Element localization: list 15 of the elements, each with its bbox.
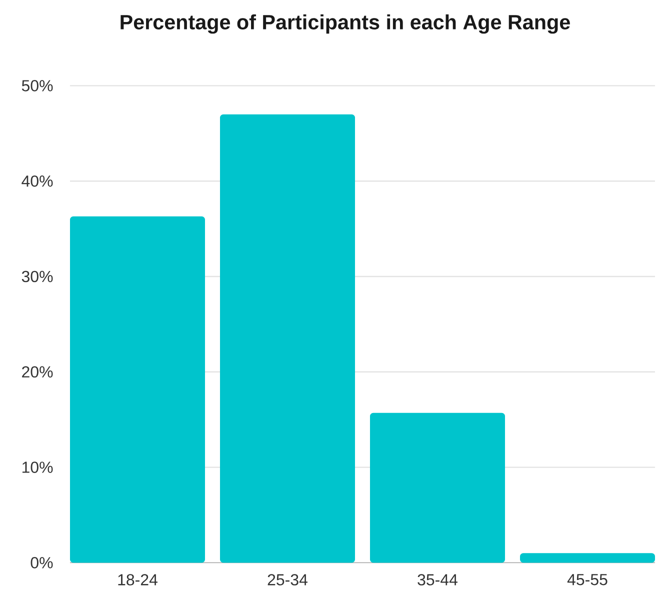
y-tick-label: 40% bbox=[22, 175, 53, 187]
bar bbox=[70, 216, 205, 563]
y-tick-label: 10% bbox=[22, 462, 53, 473]
y-tick-label: 30% bbox=[22, 270, 53, 282]
x-tick-label: 35-44 bbox=[418, 574, 458, 586]
x-tick-label: 25-34 bbox=[268, 574, 308, 586]
bar bbox=[370, 412, 506, 563]
bar bbox=[220, 114, 356, 563]
y-tick-label: 0% bbox=[30, 557, 53, 568]
x-tick-label: 18-24 bbox=[118, 574, 158, 586]
chart-title: Percentage of Participants in each Age Range bbox=[120, 14, 570, 34]
bar bbox=[520, 553, 656, 563]
x-tick-label: 45-55 bbox=[567, 574, 608, 586]
y-tick-label: 20% bbox=[22, 366, 53, 378]
y-tick-label: 50% bbox=[22, 80, 53, 92]
